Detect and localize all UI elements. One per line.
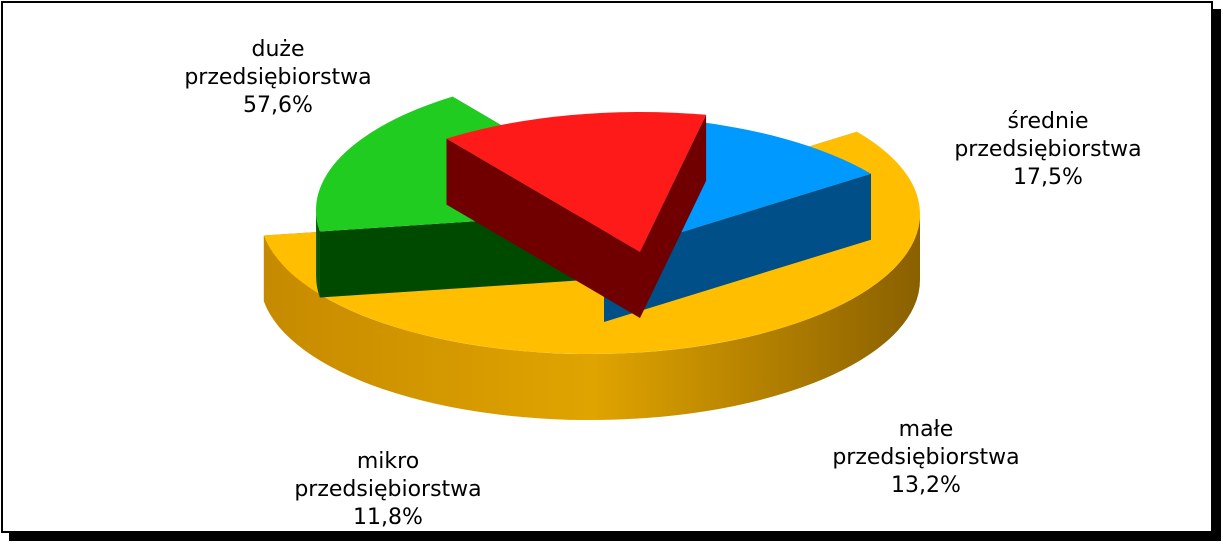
pie-slice-top-małe bbox=[446, 111, 707, 252]
pie-slice-wall-małe-1 bbox=[640, 114, 707, 318]
slice-label-duze: duże przedsiębiorstwa 57,6% bbox=[184, 37, 372, 118]
slice-label-male: małe przedsiębiorstwa 13,2% bbox=[832, 417, 1020, 498]
pie-slice-wall-mikro-1 bbox=[604, 173, 871, 322]
pie-slice-side-duże-0 bbox=[263, 214, 921, 421]
pie-slice-małe bbox=[446, 111, 707, 318]
pie-slice-side-średnie-0 bbox=[315, 210, 320, 298]
pie-slice-wall-małe-0 bbox=[446, 138, 640, 318]
slice-label-mikro: mikro przedsiębiorstwa 11,8% bbox=[294, 449, 482, 530]
slice-label-srednie: średnie przedsiębiorstwa 17,5% bbox=[954, 109, 1142, 190]
